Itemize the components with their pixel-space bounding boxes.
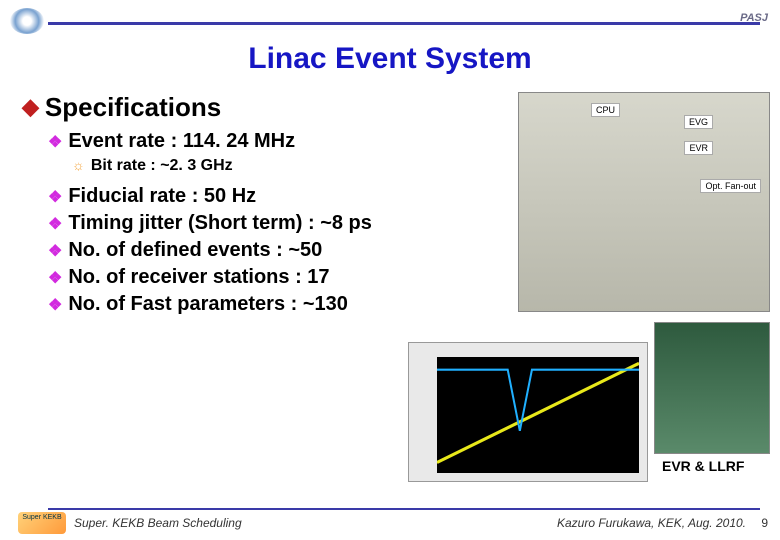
top-rule bbox=[48, 22, 760, 25]
plot-svg bbox=[437, 357, 639, 473]
slide-title: Linac Event System bbox=[0, 42, 780, 76]
label-fanout: Opt. Fan-out bbox=[700, 179, 761, 193]
footer-page: 9 bbox=[761, 516, 768, 530]
diamond-icon: ❖ bbox=[48, 189, 62, 206]
footer-left: Super. KEKB Beam Scheduling bbox=[74, 516, 242, 530]
bullet-fastparams: ❖No. of Fast parameters : ~130 bbox=[48, 293, 478, 316]
bullet-bit-rate: ☼Bit rate : ~2. 3 GHz bbox=[72, 157, 478, 175]
label-evr: EVR bbox=[684, 141, 713, 155]
diamond-icon: ❖ bbox=[48, 134, 62, 151]
footer-logo: Super KEKB bbox=[18, 512, 66, 534]
sun-icon: ☼ bbox=[72, 157, 85, 173]
timing-plot bbox=[408, 342, 648, 482]
caption-evr-llrf: EVR & LLRF bbox=[662, 458, 744, 474]
diamond-icon: ❖ bbox=[48, 270, 62, 287]
bullet-list: ❖Event rate : 114. 24 MHz ☼Bit rate : ~2… bbox=[48, 130, 478, 320]
diamond-icon: ❖ bbox=[48, 243, 62, 260]
plot-line-yellow bbox=[437, 363, 639, 462]
bullet-jitter: ❖Timing jitter (Short term) : ~8 ps bbox=[48, 212, 478, 235]
footer-right: Kazuro Furukawa, KEK, Aug. 2010. bbox=[557, 516, 746, 530]
bullet-fiducial: ❖Fiducial rate : 50 Hz bbox=[48, 185, 478, 208]
logo-top-left bbox=[10, 8, 44, 34]
bullet-event-rate: ❖Event rate : 114. 24 MHz bbox=[48, 130, 478, 153]
hardware-photo: CPU EVG EVR Opt. Fan-out bbox=[518, 92, 770, 312]
diamond-icon: ❖ bbox=[48, 216, 62, 233]
footer-rule bbox=[48, 508, 760, 510]
plot-area bbox=[437, 357, 639, 473]
label-cpu: CPU bbox=[591, 103, 620, 117]
diamond-icon: ◆ bbox=[22, 94, 39, 119]
heading-text: Specifications bbox=[45, 92, 221, 122]
label-evg: EVG bbox=[684, 115, 713, 129]
board-photo bbox=[654, 322, 770, 454]
bullet-events: ❖No. of defined events : ~50 bbox=[48, 239, 478, 262]
section-heading: ◆Specifications bbox=[22, 92, 221, 123]
bullet-receivers: ❖No. of receiver stations : 17 bbox=[48, 266, 478, 289]
diamond-icon: ❖ bbox=[48, 297, 62, 314]
